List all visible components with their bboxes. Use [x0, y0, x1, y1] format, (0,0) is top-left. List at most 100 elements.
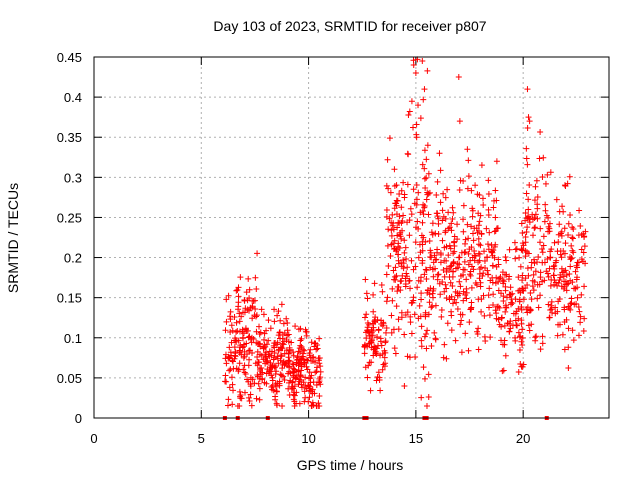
data-point [548, 246, 555, 253]
data-point [500, 367, 507, 374]
data-point [548, 306, 555, 313]
data-point [450, 209, 457, 216]
data-point [371, 346, 378, 353]
data-point [378, 282, 385, 289]
data-point [424, 142, 431, 149]
data-point [559, 203, 566, 210]
data-point [368, 359, 375, 366]
data-point [506, 320, 513, 327]
data-point [477, 242, 484, 249]
data-point [273, 388, 280, 395]
data-point [548, 302, 555, 309]
data-point [222, 355, 229, 362]
data-point [407, 313, 414, 320]
data-point [246, 295, 253, 302]
data-point [540, 242, 547, 249]
data-point [454, 292, 461, 299]
data-point [412, 354, 419, 361]
data-point [227, 366, 234, 373]
data-point [544, 270, 551, 277]
data-point [279, 402, 286, 409]
data-point [545, 301, 552, 308]
data-point [425, 190, 432, 197]
data-point [418, 343, 425, 350]
data-point [558, 228, 565, 235]
data-point [380, 361, 387, 368]
data-point [244, 327, 251, 334]
data-point [456, 118, 463, 125]
data-point [537, 292, 544, 299]
data-point [460, 297, 467, 304]
data-point [460, 178, 467, 185]
data-point [293, 389, 300, 396]
y-tick-label: 0 [75, 411, 82, 426]
data-point [258, 306, 265, 313]
data-point [410, 266, 417, 273]
data-point [528, 296, 535, 303]
data-point [486, 312, 493, 319]
data-point [418, 274, 425, 281]
data-point [447, 263, 454, 270]
data-point [548, 298, 555, 305]
data-point [425, 170, 432, 177]
data-point [236, 360, 243, 367]
data-point [369, 320, 376, 327]
data-point [470, 237, 477, 244]
data-point [260, 311, 267, 318]
data-point [388, 241, 395, 248]
data-point [378, 342, 385, 349]
y-tick-label: 0.15 [57, 291, 82, 306]
data-point [377, 387, 384, 394]
data-point [559, 269, 566, 276]
data-point [393, 303, 400, 310]
data-point [558, 283, 565, 290]
data-point [577, 313, 584, 320]
data-point [317, 374, 324, 381]
data-point [534, 295, 541, 302]
data-point [458, 317, 465, 324]
data-point [534, 201, 541, 208]
data-point [253, 328, 260, 335]
data-point [364, 374, 371, 381]
data-point [233, 319, 240, 326]
data-point [302, 383, 309, 390]
data-point [516, 347, 523, 354]
data-point [396, 245, 403, 251]
data-point [402, 283, 409, 290]
data-point [483, 225, 490, 232]
data-point [522, 253, 529, 260]
data-point [377, 335, 384, 342]
data-point [536, 155, 543, 162]
data-point [384, 156, 391, 163]
data-point [289, 360, 296, 367]
data-point [265, 337, 272, 344]
data-point [406, 108, 413, 115]
data-point [429, 266, 436, 273]
data-point [426, 299, 433, 306]
data-point [428, 304, 435, 311]
data-point [275, 308, 282, 315]
data-point [410, 62, 417, 69]
data-point [420, 96, 427, 103]
data-point [423, 174, 430, 181]
data-point [267, 360, 274, 367]
data-point [448, 227, 455, 234]
data-point [316, 335, 323, 342]
data-point [532, 183, 539, 190]
data-point [446, 224, 453, 231]
data-point [435, 220, 442, 227]
data-point [551, 277, 558, 284]
data-point [402, 244, 409, 251]
data-point [306, 394, 313, 401]
data-point [523, 155, 530, 162]
data-point [226, 344, 233, 351]
data-point [300, 350, 307, 357]
data-point [408, 257, 415, 264]
data-point [506, 273, 513, 280]
data-point [252, 305, 259, 312]
data-point [496, 304, 503, 311]
data-point [423, 196, 430, 203]
data-point [385, 185, 392, 192]
data-point [249, 303, 256, 310]
data-point [407, 205, 414, 212]
